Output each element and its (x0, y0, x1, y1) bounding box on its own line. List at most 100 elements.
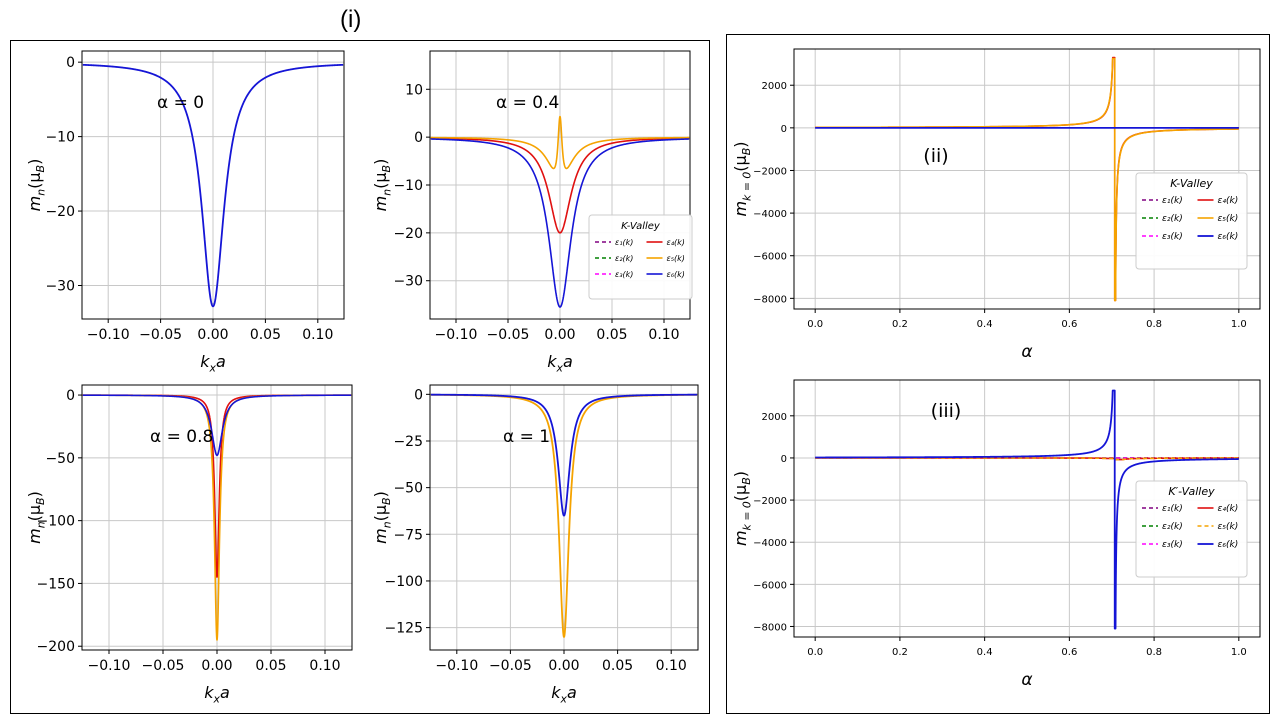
y-tick-label: −6000 (753, 580, 787, 591)
y-tick-label: −20 (45, 204, 75, 220)
panel-label: (iii) (931, 400, 962, 422)
x-tick-label: 1.0 (1231, 647, 1247, 658)
x-tick-label: −0.05 (142, 658, 185, 674)
x-axis-label: kxa (551, 683, 577, 705)
legend-entry: ε₄(k) (1218, 504, 1239, 514)
x-tick-label: 0.0 (807, 647, 823, 658)
x-tick-label: 0.05 (250, 327, 281, 343)
y-tick-label: −4000 (753, 209, 787, 220)
alpha-annotation: α = 0.4 (496, 93, 559, 113)
x-tick-label: 0.05 (255, 658, 286, 674)
y-tick-label: 0 (414, 130, 423, 146)
legend-title: K-Valley (621, 221, 661, 232)
legend-entry: ε₁(k) (1162, 504, 1183, 514)
x-tick-label: 0.8 (1146, 319, 1162, 330)
y-tick-label: 0 (414, 387, 423, 403)
y-tick-label: 0 (781, 454, 787, 465)
legend-entry: ε₆(k) (1218, 232, 1239, 242)
y-tick-label: −100 (385, 574, 423, 590)
x-tick-label: 0.10 (302, 327, 333, 343)
y-tick-label: −125 (385, 621, 423, 637)
legend-entry: ε₅(k) (1218, 214, 1239, 224)
legend-entry: ε₃(k) (615, 270, 633, 279)
y-axis-label: mn(μB) (371, 491, 393, 544)
legend-entry: ε₄(k) (667, 238, 685, 247)
y-axis-label: mk = 0(μB) (731, 141, 753, 216)
y-tick-label: −25 (393, 434, 423, 450)
y-tick-label: −10 (393, 178, 423, 194)
alpha-annotation: α = 1 (503, 427, 550, 447)
x-tick-label: −0.10 (435, 658, 478, 674)
y-tick-label: −10 (45, 130, 75, 146)
x-axis-label: α (1021, 670, 1032, 690)
plot-area-frame (793, 48, 1261, 310)
legend-box (588, 214, 693, 300)
y-axis-label: mn(μB) (371, 159, 393, 212)
legend-entry: ε₆(k) (1218, 540, 1239, 550)
y-tick-label: −20 (393, 226, 423, 242)
y-tick-label: −8000 (753, 622, 787, 633)
y-tick-label: −150 (37, 576, 75, 592)
x-axis-label: kxa (547, 352, 573, 374)
x-tick-label: −0.10 (435, 327, 478, 343)
x-tick-label: 0.05 (602, 658, 633, 674)
x-axis-label: kxa (204, 683, 230, 705)
chart-alpha-0.8: −0.10 −0.05 0.00 0.05 0.10 0 −50 −100 −150 −200 kx… (25, 384, 353, 705)
legend-entry: ε₁(k) (1162, 196, 1183, 206)
y-tick-label: −75 (393, 527, 423, 543)
legend-entry: ε₂(k) (615, 254, 633, 263)
y-tick-label: −30 (393, 274, 423, 290)
x-tick-label: 0.00 (544, 327, 575, 343)
x-tick-label: 0.4 (977, 319, 993, 330)
y-tick-label: −2000 (753, 496, 787, 507)
y-axis-label: mn(μB) (25, 159, 47, 212)
series-line (430, 137, 690, 234)
y-tick-label: 10 (405, 82, 423, 98)
series-line (82, 63, 344, 308)
x-tick-label: 0.00 (197, 327, 228, 343)
y-tick-label: 2000 (762, 81, 787, 92)
legend-entry: ε₅(k) (1218, 522, 1239, 532)
x-tick-label: 0.2 (892, 647, 908, 658)
x-tick-label: −0.05 (139, 327, 182, 343)
x-tick-label: 0.8 (1146, 647, 1162, 658)
y-tick-label: −200 (37, 639, 75, 655)
x-tick-label: 1.0 (1231, 319, 1247, 330)
left-figure-frame (10, 40, 710, 714)
y-tick-label: 2000 (762, 412, 787, 423)
x-tick-label: 0.6 (1061, 319, 1077, 330)
y-tick-label: −50 (45, 451, 75, 467)
legend-entry: ε₁(k) (615, 238, 633, 247)
panel-label: (ii) (923, 145, 948, 167)
x-tick-label: 0.10 (309, 658, 340, 674)
x-tick-label: −0.05 (489, 658, 532, 674)
y-tick-label: 0 (66, 388, 75, 404)
y-tick-label: −50 (393, 481, 423, 497)
y-tick-label: −30 (45, 279, 75, 295)
y-tick-label: −2000 (753, 166, 787, 177)
x-tick-label: 0.10 (656, 658, 687, 674)
legend-title: K′-Valley (1168, 485, 1215, 498)
figure-label-i: (i) (340, 6, 362, 33)
x-tick-label: −0.10 (88, 658, 131, 674)
series-line (814, 389, 1240, 630)
y-tick-label: −100 (37, 514, 75, 530)
y-axis-label: mk = 0(μB) (731, 471, 753, 546)
legend-entry: ε₆(k) (667, 270, 685, 279)
x-tick-label: 0.00 (548, 658, 579, 674)
alpha-annotation: α = 0 (157, 93, 204, 113)
legend-entry: ε₃(k) (1162, 540, 1183, 550)
x-tick-label: −0.10 (87, 327, 130, 343)
x-tick-label: 0.05 (596, 327, 627, 343)
y-tick-label: −4000 (753, 538, 787, 549)
legend-entry: ε₅(k) (667, 254, 685, 263)
alpha-annotation: α = 0.8 (150, 427, 213, 447)
series-line (82, 394, 352, 457)
chart-alpha-0.4: −0.10 −0.05 0.00 0.05 0.10 10 0 −10 −20 −30 kxa mn(… (371, 50, 693, 374)
y-tick-label: 0 (781, 124, 787, 135)
x-tick-label: 0.4 (977, 647, 993, 658)
chart-k-valley: 0.0 0.2 0.4 0.6 0.8 1.0 2000 0 −2000 −4000 −6000 −8… (731, 48, 1261, 362)
x-axis-label: kxa (200, 352, 226, 374)
y-tick-label: 0 (66, 55, 75, 71)
x-tick-label: 0.00 (201, 658, 232, 674)
